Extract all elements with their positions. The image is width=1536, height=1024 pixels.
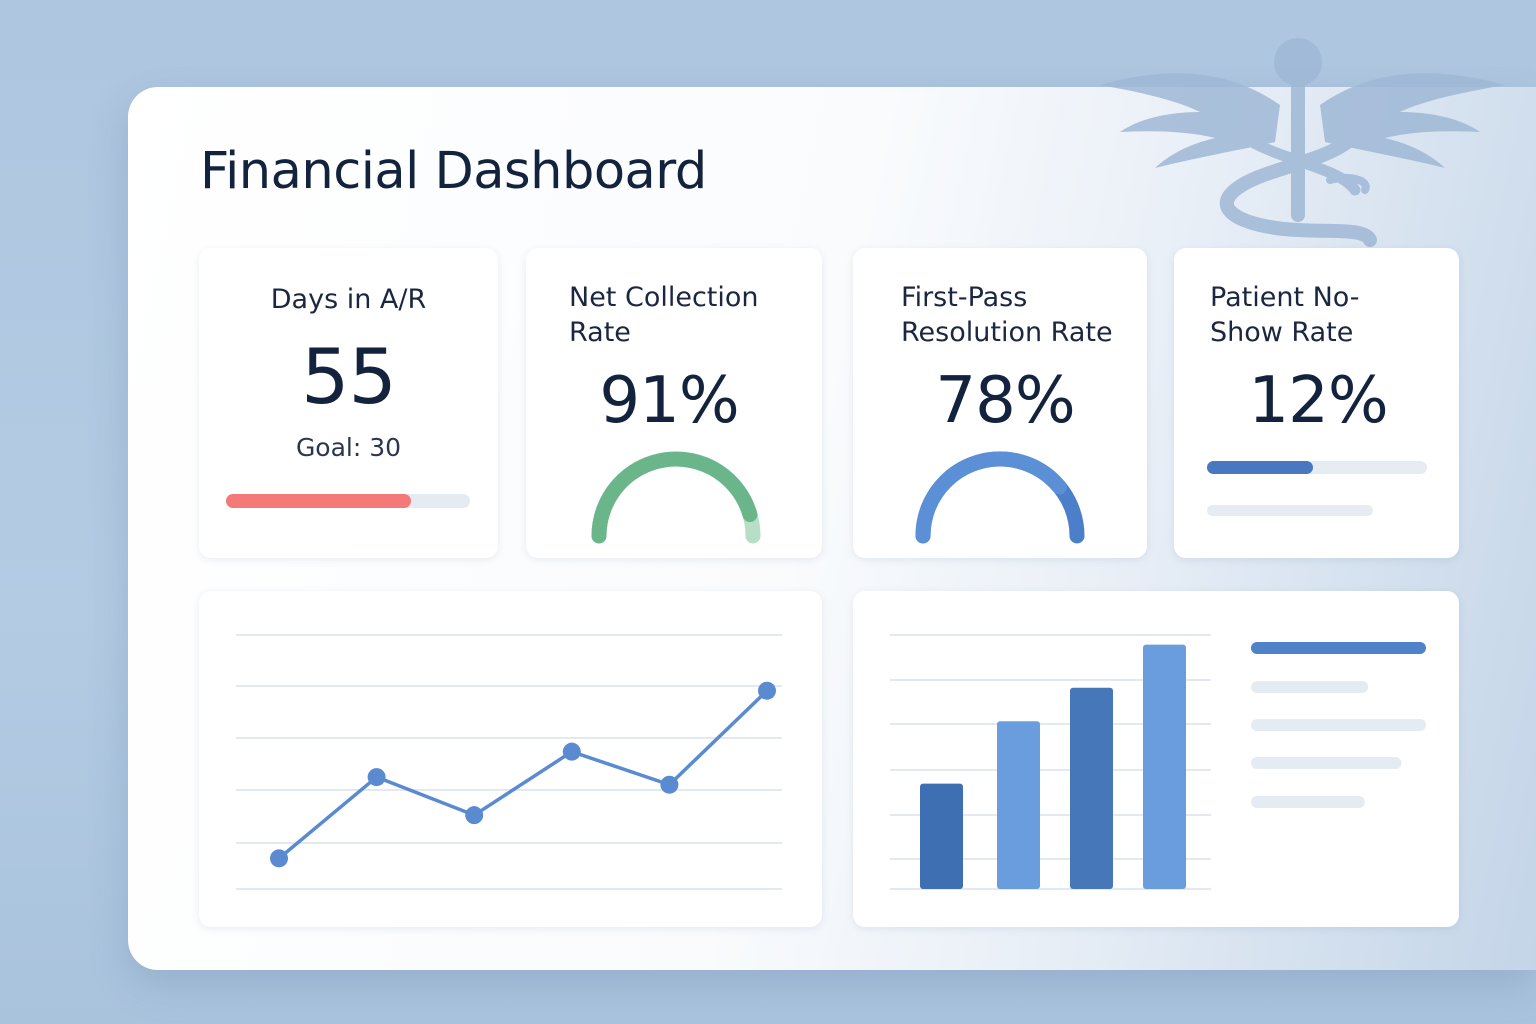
kpi-value: 78% xyxy=(935,364,1075,438)
kpi-value: 12% xyxy=(1248,364,1388,438)
series-line xyxy=(277,689,769,860)
line-chart xyxy=(236,634,782,890)
kpi-card-first-pass-resolution-rate[interactable]: First-Pass Resolution Rate 78% xyxy=(853,248,1147,558)
data-point[interactable] xyxy=(758,681,776,700)
progress-bar-fill xyxy=(226,494,412,508)
page-title: Financial Dashboard xyxy=(200,142,707,201)
data-point[interactable] xyxy=(465,806,484,825)
progress-bar-fill xyxy=(1207,461,1313,474)
placeholder-line xyxy=(1207,505,1373,516)
bar[interactable] xyxy=(997,721,1040,889)
bar[interactable] xyxy=(1143,644,1186,889)
data-point[interactable] xyxy=(367,768,386,787)
kpi-card-net-collection-rate[interactable]: Net Collection Rate 91% xyxy=(526,248,822,558)
bar-chart xyxy=(890,634,1426,890)
legend-line xyxy=(1251,681,1369,693)
kpi-card-days-in-ar[interactable]: Days in A/R 55 Goal: 30 xyxy=(199,248,498,558)
kpi-value: 91% xyxy=(599,364,739,438)
kpi-label: First-Pass Resolution Rate xyxy=(901,282,1113,348)
line-chart-card[interactable] xyxy=(199,591,822,927)
gauge-arc xyxy=(591,451,758,544)
data-point[interactable] xyxy=(270,849,288,868)
bar[interactable] xyxy=(920,783,963,889)
kpi-label: Net Collection Rate xyxy=(569,282,759,348)
gauge-track xyxy=(915,451,1085,544)
gauge-arc xyxy=(915,451,1067,544)
legend-line xyxy=(1251,757,1402,769)
data-point[interactable] xyxy=(562,742,581,761)
legend-line xyxy=(1251,719,1426,731)
kpi-label: Days in A/R xyxy=(270,284,427,315)
gauge-chart xyxy=(915,451,1085,544)
kpi-goal-text: Goal: 30 xyxy=(295,433,402,462)
caduceus-watermark-icon xyxy=(1100,38,1505,247)
progress-bar-track xyxy=(226,494,470,508)
kpi-label: Patient No- Show Rate xyxy=(1210,282,1360,348)
legend-line xyxy=(1251,642,1426,654)
bar-chart-card[interactable] xyxy=(853,591,1459,927)
progress-bar-track xyxy=(1207,461,1427,474)
legend-line xyxy=(1251,796,1365,808)
gauge-chart xyxy=(591,451,761,544)
gauge-track xyxy=(591,451,761,544)
data-point[interactable] xyxy=(660,775,679,794)
bar[interactable] xyxy=(1070,687,1113,889)
kpi-card-patient-no-show-rate[interactable]: Patient No- Show Rate 12% xyxy=(1174,248,1459,558)
kpi-value: 55 xyxy=(301,332,397,421)
